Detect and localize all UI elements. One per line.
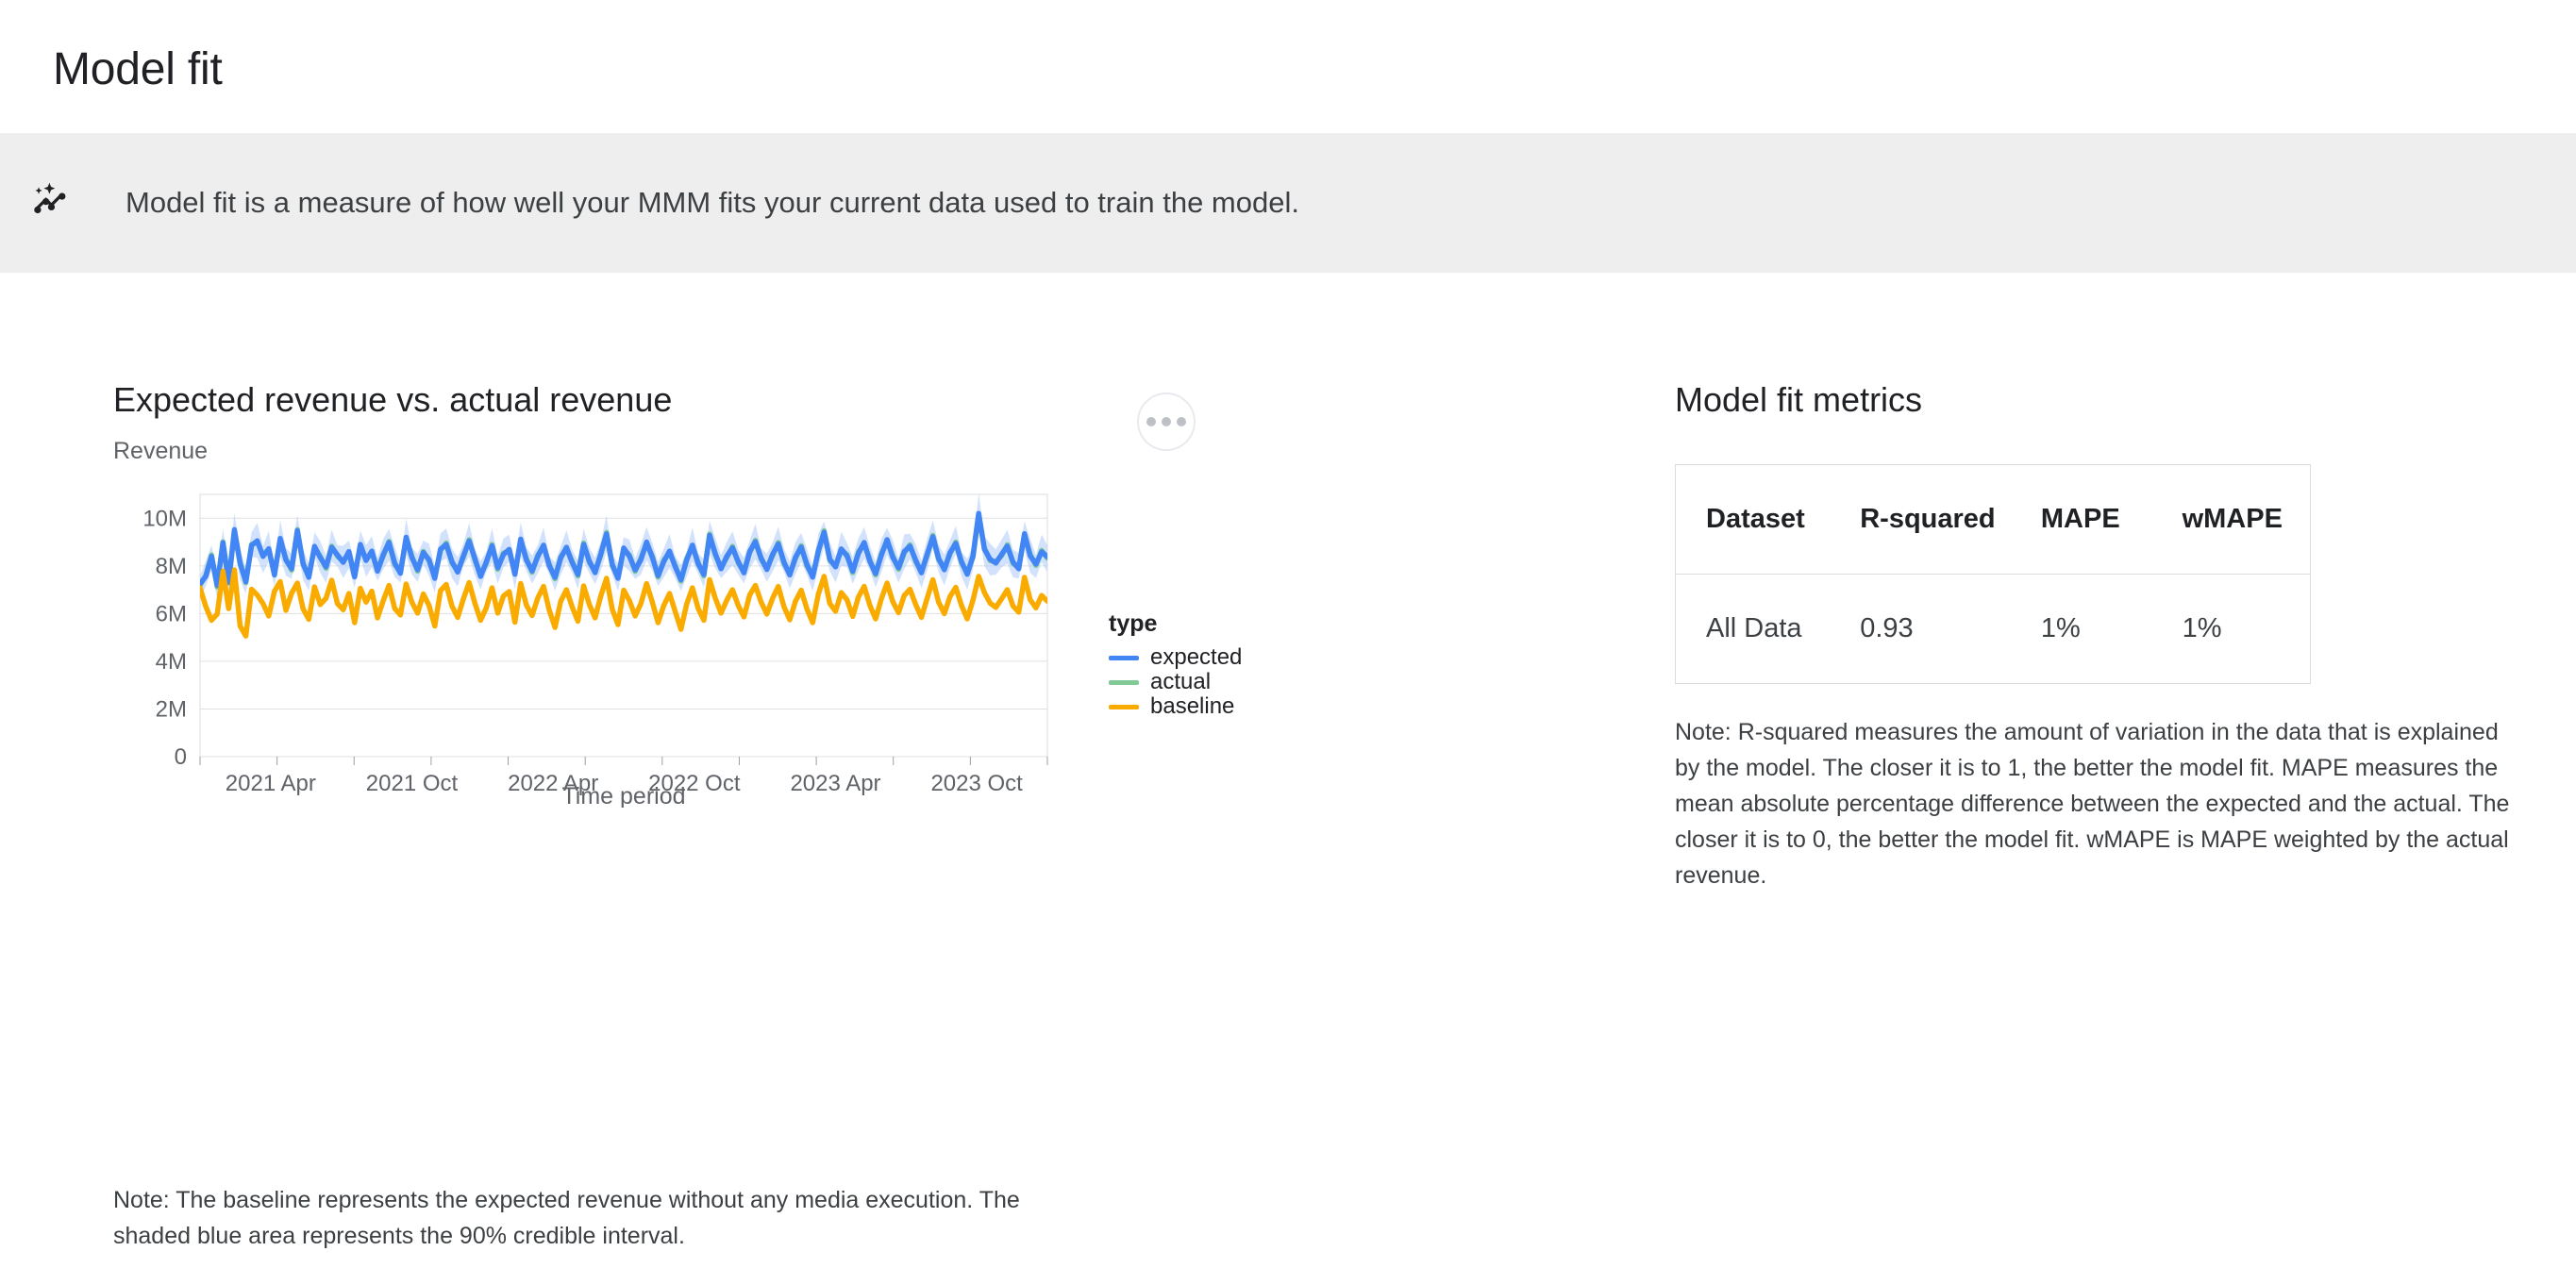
legend-label-actual: actual xyxy=(1150,669,1212,694)
legend-label-expected: expected xyxy=(1150,644,1243,670)
table-header-row: Dataset R-squared MAPE wMAPE xyxy=(1675,464,2311,575)
y-tick-label: 8M xyxy=(156,554,187,579)
revenue-line-chart[interactable]: 0 2M 4M 6M 8M 10M 2021 Apr 2021 Oct 2022 Apr 2022… xyxy=(113,487,1104,808)
legend-item-expected[interactable]: expected xyxy=(1109,645,1297,670)
table-row: All Data 0.93 1% 1% xyxy=(1675,574,2311,684)
series-line-expected xyxy=(200,510,1047,589)
legend-title: type xyxy=(1109,610,1158,637)
y-tick-label: 4M xyxy=(156,649,187,675)
overflow-dot xyxy=(1146,417,1156,426)
chart-title: Expected revenue vs. actual revenue xyxy=(113,380,673,419)
legend-swatch-expected xyxy=(1109,655,1139,660)
plot-frame xyxy=(199,493,1048,758)
chart-subtitle: Revenue xyxy=(113,438,209,464)
chart-legend: type expected actual baseline xyxy=(1109,609,1297,719)
expected-vs-actual-revenue-card: Expected revenue vs. actual revenue Reve… xyxy=(113,377,1242,1249)
column-header-mape: MAPE xyxy=(2040,464,2183,575)
column-header-r-squared: R-squared xyxy=(1860,464,2041,575)
x-tick-label: 2023 Apr xyxy=(790,771,880,796)
banner-text: Model fit is a measure of how well your … xyxy=(125,186,1299,219)
metrics-footnote: Note: R-squared measures the amount of v… xyxy=(1675,719,2510,889)
legend-swatch-actual xyxy=(1109,679,1139,685)
legend-item-actual[interactable]: actual xyxy=(1109,670,1297,694)
cell-mape: 1% xyxy=(2040,574,2183,684)
y-tick-label: 2M xyxy=(156,696,187,722)
cell-wmape: 1% xyxy=(2182,574,2311,684)
metrics-title: Model fit metrics xyxy=(1675,380,1923,419)
insights-sparkle-icon xyxy=(30,180,75,225)
legend-swatch-baseline xyxy=(1109,704,1139,709)
page-title: Model fit xyxy=(53,44,223,95)
x-tick-label: 2022 Oct xyxy=(648,771,741,796)
x-tick-label: 2022 Apr xyxy=(508,771,598,796)
x-tick-label: 2021 Oct xyxy=(366,771,459,796)
legend-item-baseline[interactable]: baseline xyxy=(1109,694,1297,719)
model-fit-metrics-panel: Model fit metrics Dataset R-squared MAPE… xyxy=(1675,377,2534,893)
chart-footnote: Note: The baseline represents the expect… xyxy=(113,1187,1020,1249)
column-header-wmape: wMAPE xyxy=(2182,464,2311,575)
cell-dataset: All Data xyxy=(1675,574,1861,684)
info-banner: Model fit is a measure of how well your … xyxy=(0,133,2576,273)
column-header-dataset: Dataset xyxy=(1675,464,1861,575)
y-tick-label: 10M xyxy=(142,506,187,531)
y-tick-label: 6M xyxy=(156,601,187,626)
cell-r-squared: 0.93 xyxy=(1860,574,2041,684)
overflow-dot xyxy=(1177,417,1186,426)
chart-plot-area: 0 2M 4M 6M 8M 10M 2021 Apr 2021 Oct 2022 Apr 2022… xyxy=(113,487,1242,808)
model-fit-metrics-table: Dataset R-squared MAPE wMAPE All Data 0.… xyxy=(1675,464,2311,684)
legend-label-baseline: baseline xyxy=(1150,693,1235,719)
x-tick-label: 2021 Apr xyxy=(226,771,316,796)
overflow-dot xyxy=(1162,417,1171,426)
chart-overflow-menu-button[interactable] xyxy=(1137,392,1196,451)
series-line-baseline xyxy=(200,567,1047,639)
x-tick-label: 2023 Oct xyxy=(930,771,1023,796)
y-tick-label: 0 xyxy=(175,744,187,770)
x-axis-title: Time period xyxy=(561,783,685,808)
